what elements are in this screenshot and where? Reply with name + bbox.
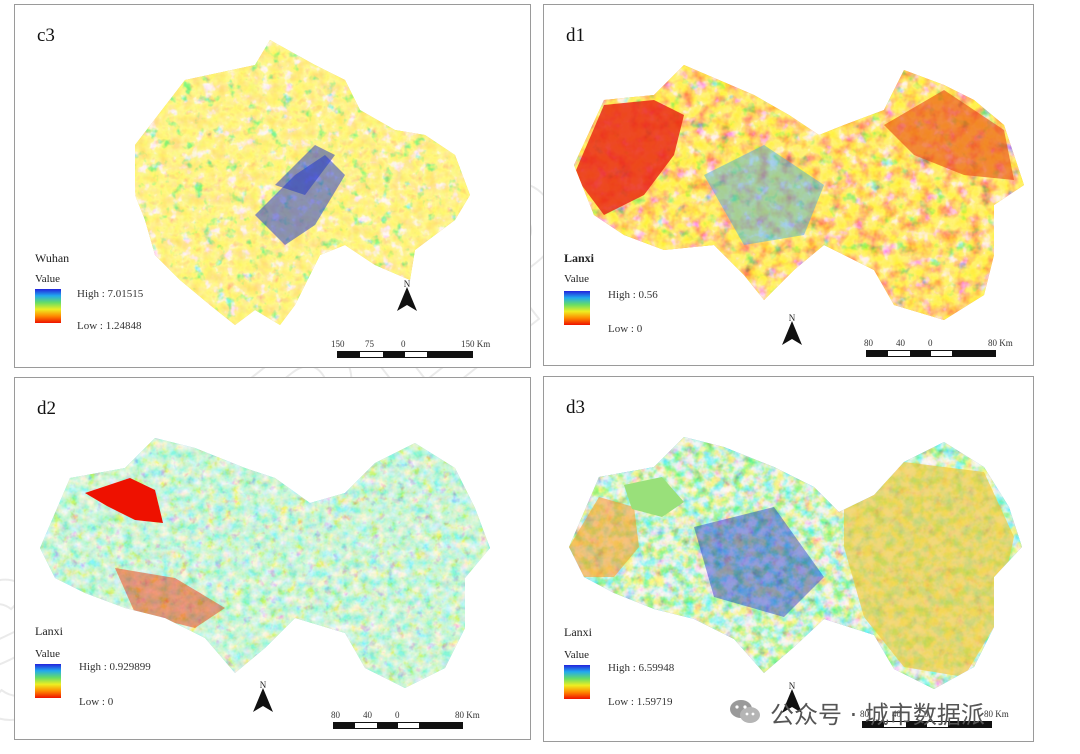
scale-tick: 0 <box>395 710 400 720</box>
north-label: N <box>788 681 796 691</box>
map-lanxi-d2 <box>40 438 490 688</box>
scale-tick: 0 <box>924 709 929 719</box>
legend-color-ramp <box>35 664 61 698</box>
brand-text: 公众号 · 城市数据派 <box>770 700 985 729</box>
map-lanxi-d3 <box>569 437 1022 689</box>
scale-bar: 80 40 0 80 Km <box>860 709 1009 733</box>
scale-tick: 80 <box>864 338 873 348</box>
legend-color-ramp <box>35 289 61 323</box>
north-arrow-icon <box>782 321 802 345</box>
legend-low: Low : 1.24848 <box>77 320 142 332</box>
north-arrow-icon <box>397 287 417 311</box>
scale-tick: 80 <box>331 710 340 720</box>
region-name: Wuhan <box>35 251 70 265</box>
region-name: Lanxi <box>35 624 63 638</box>
legend-high: High : 0.929899 <box>79 661 151 673</box>
legend-title: Value <box>35 648 61 660</box>
scale-tick: 150 Km <box>461 339 491 349</box>
scale-tick: 0 <box>401 339 406 349</box>
scale-tick: 40 <box>892 709 901 719</box>
scale-tick: 150 <box>331 339 345 349</box>
scale-tick: 80 <box>860 709 869 719</box>
scale-bar: 150 75 0 150 Km <box>331 339 490 363</box>
scale-tick: 80 Km <box>984 709 1009 719</box>
north-label: N <box>259 680 267 690</box>
map-panel-c3: c3 Wuhan Value High : 7.01515 Low : 1.24… <box>14 4 531 368</box>
map-panel-d2: d2 Lanxi Value High : 0.929899 Low : 0 N… <box>14 377 531 740</box>
panel-label: c3 <box>37 25 55 46</box>
map-panel-d1: d1 Lanxi Value High : 0.56 Low : 0 N 80 … <box>543 4 1034 366</box>
legend-high: High : 0.56 <box>608 289 658 301</box>
legend-title: Value <box>35 273 61 285</box>
region-name: Lanxi <box>564 625 592 639</box>
legend-low: Low : 0 <box>608 323 643 335</box>
scale-tick: 80 Km <box>988 338 1013 348</box>
scale-tick: 80 Km <box>455 710 480 720</box>
legend-low: Low : 1.59719 <box>608 696 673 708</box>
wechat-logo-icon <box>730 700 760 723</box>
legend-high: High : 7.01515 <box>77 288 144 300</box>
map-panel-d3: d3 Lanxi Value High : 6.59948 Low : 1.59… <box>543 376 1034 742</box>
map-lanxi-d1 <box>574 65 1024 320</box>
scale-bar: 80 40 0 80 Km <box>331 710 480 734</box>
north-label: N <box>788 313 796 323</box>
scale-tick: 75 <box>365 339 374 349</box>
scale-tick: 0 <box>928 338 933 348</box>
map-wuhan <box>135 40 470 325</box>
panel-label: d3 <box>566 397 585 418</box>
panel-label: d2 <box>37 398 56 419</box>
north-arrow: N <box>780 313 804 347</box>
legend-color-ramp <box>564 665 590 699</box>
legend-low: Low : 0 <box>79 696 114 708</box>
north-arrow: N <box>251 680 275 714</box>
north-arrow: N <box>780 681 804 715</box>
brand-watermark: 公众号 · 城市数据派 <box>728 694 985 730</box>
north-arrow: N <box>395 279 419 313</box>
north-arrow-icon <box>782 689 802 713</box>
scale-tick: 40 <box>896 338 905 348</box>
legend-high: High : 6.59948 <box>608 662 675 674</box>
scale-bar: 80 40 0 80 Km <box>864 338 1013 362</box>
panel-label: d1 <box>566 25 585 46</box>
legend-color-ramp <box>564 291 590 325</box>
legend-title: Value <box>564 273 590 285</box>
legend-title: Value <box>564 649 590 661</box>
scale-tick: 40 <box>363 710 372 720</box>
north-arrow-icon <box>253 688 273 712</box>
region-name: Lanxi <box>564 251 595 265</box>
north-label: N <box>403 279 411 289</box>
